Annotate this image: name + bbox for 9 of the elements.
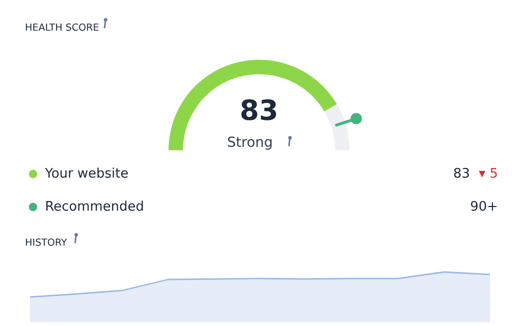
chart-title: HISTORY: [26, 238, 68, 246]
text: ▾ 5: [478, 168, 497, 178]
text: 83: [454, 168, 469, 178]
text: Your website: [44, 168, 128, 178]
text: 90+: [470, 200, 497, 211]
text: Strong: [228, 136, 272, 150]
text: 83: [241, 99, 276, 120]
text: HEALTH SCORE: [26, 23, 98, 31]
text: Recommended: [46, 200, 143, 211]
